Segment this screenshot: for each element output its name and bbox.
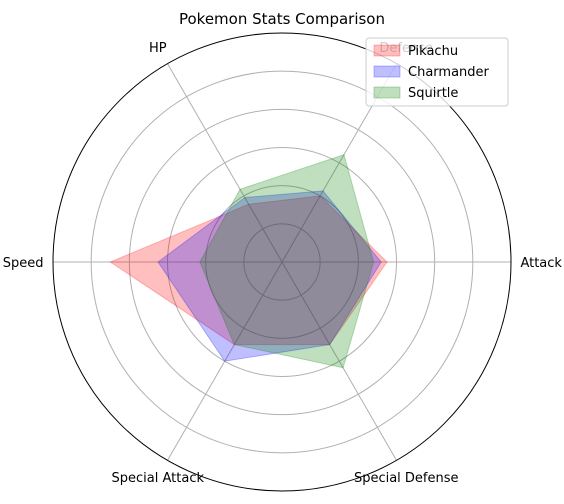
legend-label-charmander: Charmander	[408, 65, 490, 80]
grid-spoke-3	[167, 63, 283, 263]
series-area-squirtle	[199, 153, 375, 369]
legend: Pikachu Charmander Squirtle	[365, 37, 509, 107]
series-area-charmander	[157, 190, 382, 362]
grid-spoke-5	[167, 261, 283, 461]
legend-label-pikachu: Pikachu	[408, 44, 458, 59]
grid-spoke-6	[281, 261, 397, 461]
series-area-pikachu	[109, 195, 388, 346]
axis-label-speed: Speed	[3, 256, 44, 271]
radar-series	[109, 153, 388, 369]
polar-frame	[52, 32, 512, 492]
legend-frame	[365, 37, 509, 107]
axis-label-special-defense: Special Defense	[354, 471, 459, 486]
axis-label-special-attack: Special Attack	[112, 471, 205, 486]
legend-swatch-squirtle	[373, 86, 401, 99]
legend-items: Pikachu Charmander Squirtle	[373, 44, 490, 101]
legend-label-squirtle: Squirtle	[408, 86, 458, 101]
axis-label-hp: HP	[149, 41, 167, 56]
radar-grid	[52, 32, 512, 492]
legend-swatch-charmander	[373, 65, 401, 78]
legend-swatch-pikachu	[373, 44, 401, 57]
axis-label-attack: Attack	[520, 256, 562, 271]
chart-title: Pokemon Stats Comparison	[179, 10, 385, 28]
